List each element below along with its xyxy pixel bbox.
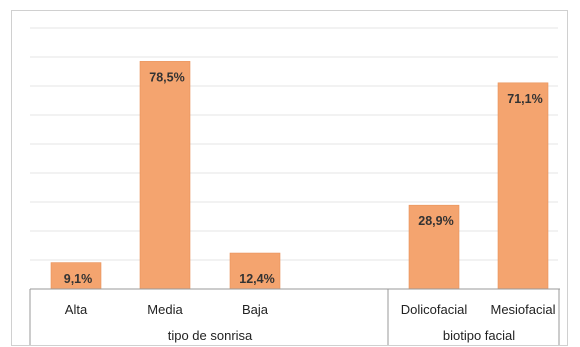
data-label: 28,9%	[418, 214, 453, 228]
category-label: Dolicofacial	[401, 302, 468, 317]
category-label: Mesiofacial	[490, 302, 555, 317]
data-label: 12,4%	[239, 272, 274, 286]
data-label: 9,1%	[64, 272, 93, 286]
category-label: Media	[147, 302, 183, 317]
group-label: tipo de sonrisa	[168, 328, 253, 343]
bar-chart: 9,1% Alta 78,5% Media 12,4% Baja 28,9% Dolicofa…	[29, 27, 560, 345]
bar-baja	[229, 252, 281, 290]
category-label: Alta	[65, 302, 88, 317]
bar-alta	[50, 262, 102, 290]
bar-media	[139, 61, 191, 290]
bar-mesiofacial	[497, 82, 549, 290]
chart-frame: 9,1% Alta 78,5% Media 12,4% Baja 28,9% Dolicofa…	[11, 10, 568, 346]
data-label: 71,1%	[507, 92, 542, 106]
data-label: 78,5%	[149, 70, 184, 84]
category-label: Baja	[242, 302, 269, 317]
group-label: biotipo facial	[443, 328, 515, 343]
